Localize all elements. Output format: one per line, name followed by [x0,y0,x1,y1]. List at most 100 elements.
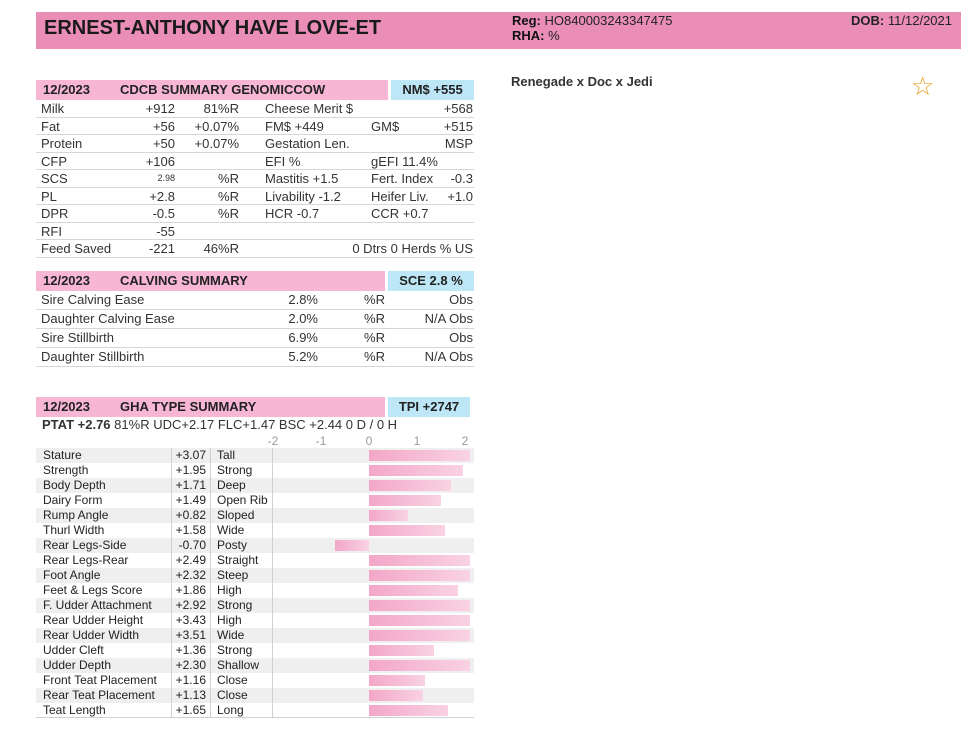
pedigree-line: Renegade x Doc x Jedi [511,74,653,89]
column-divider [272,508,273,523]
cdcb-cell-c3: 46%R [203,241,239,256]
trait-value: +1.86 [175,583,206,597]
trait-descriptor: Wide [217,628,245,642]
calving-cell-rel: %R [364,311,385,326]
trait-descriptor: Deep [217,478,246,492]
trait-descriptor: Steep [217,568,249,582]
trait-value: +1.13 [175,688,206,702]
cdcb-cell-c2: 2.98 [157,173,175,183]
trait-name: Udder Depth [43,658,112,672]
trait-bar [369,705,449,716]
axis-tick-label: -1 [315,434,327,448]
trait-bar [369,585,459,596]
calving-cell-value: 2.8% [288,292,318,307]
type-trait-row: Udder Depth +2.30 Shallow [36,658,474,673]
calving-row: Sire Calving Ease 2.8% %R Obs [36,291,474,310]
trait-descriptor: Tall [217,448,236,462]
trait-name: Feet & Legs Score [43,583,143,597]
calving-summary-section: 12/2023 CALVING SUMMARY SCE 2.8 % Sire C… [36,271,474,367]
cdcb-cell-c1: SCS [41,171,68,186]
cdcb-cell-c5: Heifer Liv. [371,188,429,204]
column-divider [171,553,172,568]
trait-bar [369,690,424,701]
type-trait-rows: Stature +3.07 Tall Strength +1.95 Strong Body … [36,448,474,718]
calving-row: Sire Stillbirth 6.9% %R Obs [36,329,474,348]
column-divider [210,478,211,493]
calving-cell-value: 2.0% [288,311,318,326]
cdcb-row: Fat +56 +0.07% FM$ +449 GM$ +515 [36,118,474,135]
trait-name: Dairy Form [43,493,103,507]
trait-value: +3.43 [175,613,206,627]
trait-value: +2.30 [175,658,206,672]
trait-descriptor: Posty [217,538,248,552]
cdcb-row: DPR -0.5 %R HCR -0.7 CCR +0.7 [36,205,474,223]
cdcb-cell-c2: -0.5 [152,206,175,221]
trait-descriptor: Long [217,703,244,717]
type-date: 12/2023 [43,399,90,414]
trait-bar [369,480,452,491]
column-divider [171,643,172,658]
calving-cell-obs: Obs [449,292,473,307]
axis-tick-label: -2 [267,434,279,448]
cdcb-cell-c1: Fat [41,118,60,134]
type-trait-row: Foot Angle +2.32 Steep [36,568,474,583]
trait-bar [369,450,470,461]
column-divider [171,568,172,583]
column-divider [210,493,211,508]
calving-summary-header: 12/2023 CALVING SUMMARY SCE 2.8 % [36,271,474,291]
calving-cell-value: 6.9% [288,330,318,345]
trait-name: Strength [43,463,89,477]
cdcb-cell-c2: -221 [148,241,175,256]
cdcb-cell-c3: 81%R [203,101,239,116]
trait-bar-track [272,538,474,553]
trait-value: +3.51 [175,628,206,642]
cdcb-cell-c5: GM$ [371,118,400,134]
cdcb-row: RFI -55 [36,223,474,240]
cdcb-cell-c6: -0.3 [450,171,473,186]
trait-name: Teat Length [43,703,106,717]
cdcb-cell-c1: DPR [41,206,69,221]
column-divider [210,583,211,598]
type-trait-row: Dairy Form +1.49 Open Rib [36,493,474,508]
axis-tick-label: 2 [461,434,469,448]
cdcb-cell-c2: +56 [152,118,175,134]
type-trait-row: Feet & Legs Score +1.86 High [36,583,474,598]
trait-descriptor: Strong [217,643,253,657]
cdcb-header-bar [36,80,388,100]
cdcb-cell-c6: +515 [443,118,473,134]
trait-bar [369,465,463,476]
calving-cell-obs: N/A Obs [424,349,473,364]
calving-cell-label: Sire Calving Ease [41,292,145,307]
column-divider [210,523,211,538]
cdcb-row: Feed Saved -221 46%R 0 Dtrs 0 Herds % US [36,240,474,258]
column-divider [210,688,211,703]
cdcb-cell-c3: %R [218,171,239,186]
column-divider [171,463,172,478]
column-divider [171,523,172,538]
trait-bar [369,525,445,536]
column-divider [272,448,273,463]
calving-cell-value: 5.2% [288,349,318,364]
cdcb-cell-c3: %R [218,188,239,204]
trait-bar [335,540,369,551]
column-divider [171,703,172,718]
column-divider [171,538,172,553]
calving-cell-obs: N/A Obs [424,311,473,326]
column-divider [272,538,273,553]
trait-descriptor: Straight [217,553,259,567]
trait-name: F. Udder Attachment [43,598,152,612]
trait-descriptor: Close [217,688,248,702]
trait-descriptor: Sloped [217,508,255,522]
favorite-star-icon[interactable]: ☆ [911,71,935,101]
dob-value: 11/12/2021 [887,13,952,28]
column-divider [272,703,273,718]
trait-name: Rear Udder Height [43,613,144,627]
type-trait-row: Body Depth +1.71 Deep [36,478,474,493]
axis-tick-label: 0 [365,434,373,448]
trait-bar [369,570,470,581]
cdcb-cell-c1: Feed Saved [41,241,112,256]
cdcb-cell-c6: +1.0 [447,188,473,204]
trait-bar [369,630,470,641]
cdcb-cell-c2: +912 [145,101,175,116]
axis-tick-label: 1 [413,434,421,448]
